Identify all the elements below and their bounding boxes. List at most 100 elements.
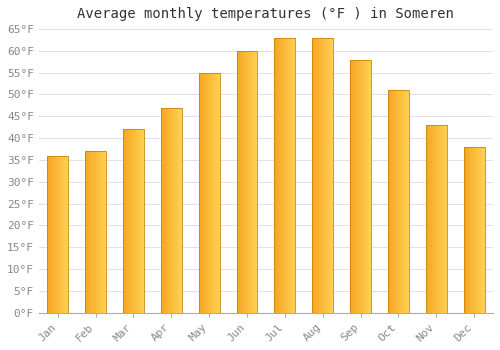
Bar [359, 60, 360, 313]
Bar [52, 156, 53, 313]
Bar [287, 38, 288, 313]
Bar [142, 130, 143, 313]
Bar [284, 38, 285, 313]
Bar [247, 51, 248, 313]
Bar [314, 38, 315, 313]
Bar [143, 130, 144, 313]
Bar [176, 107, 177, 313]
Bar [133, 130, 134, 313]
Bar [319, 38, 320, 313]
Bar [441, 125, 442, 313]
Bar [242, 51, 243, 313]
Bar [237, 51, 238, 313]
Bar [236, 51, 258, 313]
Bar [99, 151, 100, 313]
Bar [257, 51, 258, 313]
Bar [216, 73, 217, 313]
Bar [161, 107, 162, 313]
Bar [169, 107, 170, 313]
Bar [177, 107, 178, 313]
Bar [100, 151, 101, 313]
Bar [136, 130, 137, 313]
Bar [251, 51, 252, 313]
Bar [366, 60, 367, 313]
Bar [255, 51, 256, 313]
Bar [164, 107, 165, 313]
Bar [48, 156, 68, 313]
Bar [388, 90, 409, 313]
Bar [173, 107, 174, 313]
Bar [403, 90, 404, 313]
Bar [211, 73, 212, 313]
Bar [469, 147, 470, 313]
Bar [438, 125, 439, 313]
Bar [217, 73, 218, 313]
Bar [85, 151, 86, 313]
Bar [328, 38, 329, 313]
Bar [353, 60, 354, 313]
Bar [312, 38, 333, 313]
Bar [431, 125, 432, 313]
Bar [61, 156, 62, 313]
Bar [174, 107, 175, 313]
Bar [370, 60, 371, 313]
Bar [53, 156, 54, 313]
Bar [65, 156, 66, 313]
Bar [278, 38, 279, 313]
Bar [246, 51, 247, 313]
Bar [275, 38, 276, 313]
Bar [200, 73, 201, 313]
Bar [248, 51, 249, 313]
Bar [312, 38, 313, 313]
Bar [210, 73, 211, 313]
Bar [86, 151, 88, 313]
Bar [170, 107, 171, 313]
Bar [361, 60, 362, 313]
Bar [286, 38, 287, 313]
Bar [165, 107, 166, 313]
Bar [181, 107, 182, 313]
Bar [406, 90, 408, 313]
Bar [285, 38, 286, 313]
Bar [464, 147, 484, 313]
Bar [67, 156, 68, 313]
Bar [103, 151, 104, 313]
Bar [435, 125, 436, 313]
Bar [393, 90, 394, 313]
Bar [288, 38, 289, 313]
Bar [474, 147, 475, 313]
Bar [357, 60, 358, 313]
Bar [316, 38, 317, 313]
Bar [399, 90, 400, 313]
Bar [434, 125, 435, 313]
Bar [350, 60, 351, 313]
Bar [135, 130, 136, 313]
Bar [214, 73, 215, 313]
Bar [428, 125, 429, 313]
Bar [332, 38, 333, 313]
Bar [241, 51, 242, 313]
Bar [166, 107, 167, 313]
Bar [94, 151, 95, 313]
Bar [482, 147, 483, 313]
Bar [96, 151, 97, 313]
Bar [163, 107, 164, 313]
Bar [254, 51, 255, 313]
Bar [90, 151, 91, 313]
Bar [134, 130, 135, 313]
Bar [124, 130, 125, 313]
Bar [276, 38, 277, 313]
Bar [290, 38, 291, 313]
Bar [85, 151, 106, 313]
Bar [405, 90, 406, 313]
Bar [282, 38, 283, 313]
Bar [198, 73, 220, 313]
Bar [105, 151, 106, 313]
Bar [401, 90, 402, 313]
Bar [198, 73, 200, 313]
Bar [436, 125, 437, 313]
Bar [59, 156, 60, 313]
Bar [468, 147, 469, 313]
Bar [132, 130, 133, 313]
Bar [481, 147, 482, 313]
